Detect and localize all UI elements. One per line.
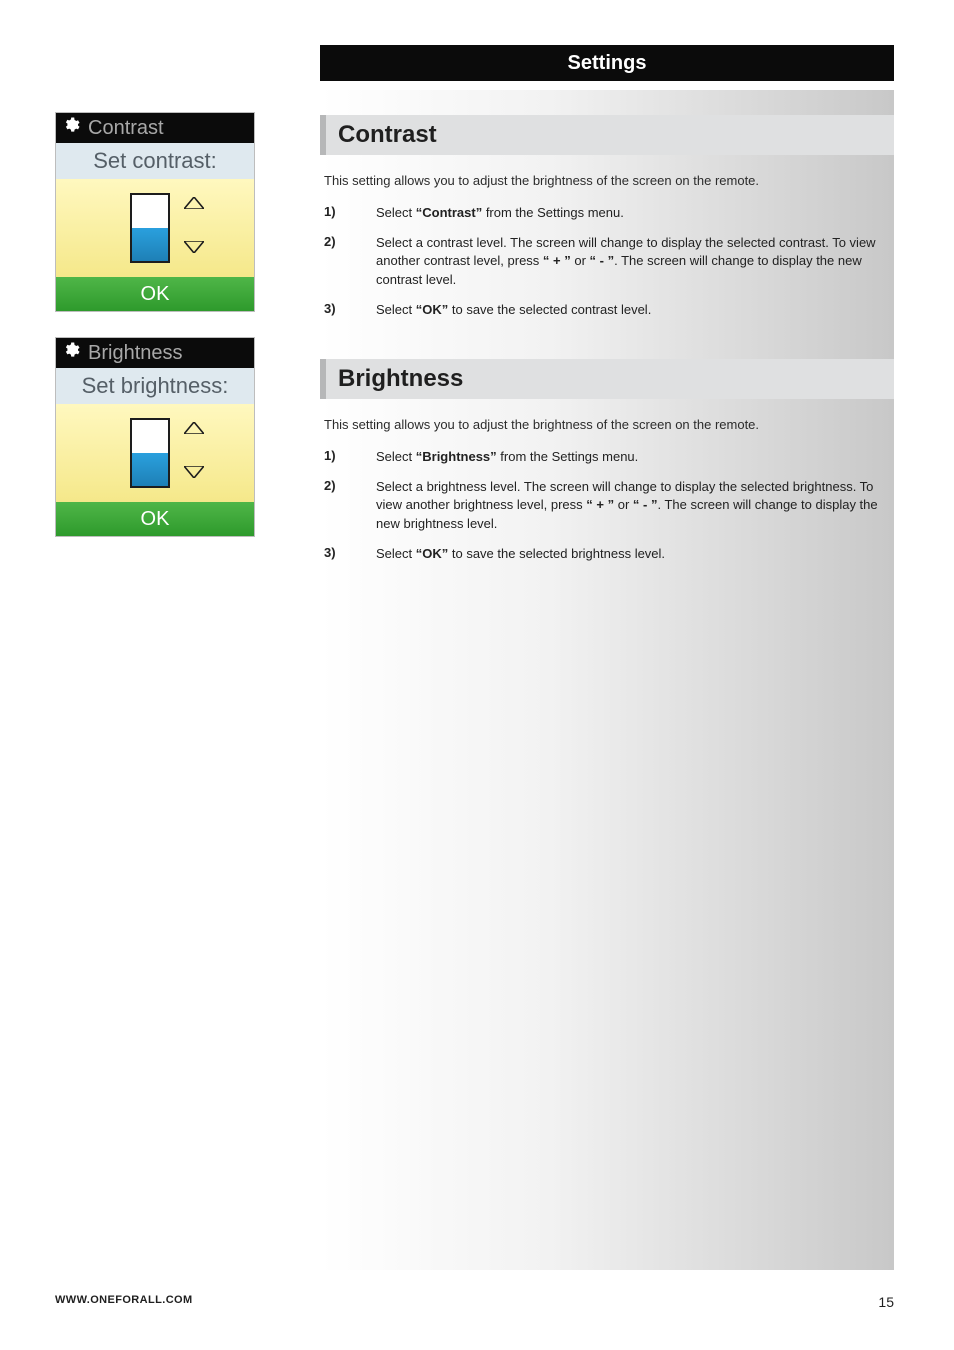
menu-screenshot-brightness: Brightness Set brightness: OK	[55, 337, 255, 537]
step-number: 1)	[324, 448, 346, 463]
menu-body	[56, 179, 254, 277]
page-header-title: Settings	[568, 52, 647, 75]
step-item: 3) Select “OK” to save the selected brigh…	[324, 545, 894, 563]
step-text: Select “Brightness” from the Settings me…	[376, 448, 894, 466]
menu-subtitle: Set contrast:	[56, 143, 254, 179]
step-number: 3)	[324, 301, 346, 316]
menu-title-text: Contrast	[88, 117, 164, 140]
menu-title-bar: Contrast	[56, 113, 254, 143]
menu-screenshot-contrast: Contrast Set contrast: OK	[55, 112, 255, 312]
step-text: Select a contrast level. The screen will…	[376, 234, 894, 289]
step-text: Select “OK” to save the selected contras…	[376, 301, 894, 319]
page-footer: WWW.ONEFORALL.COM 15	[55, 1294, 894, 1310]
section-intro: This setting allows you to adjust the br…	[324, 417, 894, 432]
menu-title-text: Brightness	[88, 342, 183, 365]
step-text: Select a brightness level. The screen wi…	[376, 478, 894, 533]
step-number: 3)	[324, 545, 346, 560]
step-item: 3) Select “OK” to save the selected contr…	[324, 301, 894, 319]
section-intro: This setting allows you to adjust the br…	[324, 173, 894, 188]
step-number: 2)	[324, 234, 346, 249]
level-fill	[132, 453, 168, 486]
step-item: 2) Select a brightness level. The screen …	[324, 478, 894, 533]
gear-icon	[62, 116, 80, 140]
footer-page-number: 15	[878, 1294, 894, 1310]
level-fill	[132, 228, 168, 261]
sidebar: Contrast Set contrast: OK Brightness Set…	[55, 112, 255, 562]
step-text: Select “Contrast” from the Settings menu…	[376, 204, 894, 222]
section-heading-contrast: Contrast	[320, 115, 894, 155]
main-content: Contrast This setting allows you to adju…	[320, 115, 894, 603]
ok-button: OK	[56, 277, 254, 311]
gear-icon	[62, 341, 80, 365]
section-heading-brightness: Brightness	[320, 359, 894, 399]
triangle-down-icon	[184, 466, 204, 480]
page-header: Settings	[320, 45, 894, 81]
triangle-up-icon	[184, 422, 204, 436]
step-item: 1) Select “Contrast” from the Settings me…	[324, 204, 894, 222]
menu-body	[56, 404, 254, 502]
level-indicator	[130, 193, 170, 263]
step-number: 2)	[324, 478, 346, 493]
footer-url: WWW.ONEFORALL.COM	[55, 1294, 193, 1310]
step-number: 1)	[324, 204, 346, 219]
step-item: 2) Select a contrast level. The screen wi…	[324, 234, 894, 289]
triangle-up-icon	[184, 197, 204, 211]
ok-button: OK	[56, 502, 254, 536]
steps-list: 1) Select “Brightness” from the Settings …	[324, 448, 894, 563]
menu-subtitle: Set brightness:	[56, 368, 254, 404]
menu-title-bar: Brightness	[56, 338, 254, 368]
triangle-down-icon	[184, 241, 204, 255]
step-item: 1) Select “Brightness” from the Settings …	[324, 448, 894, 466]
steps-list: 1) Select “Contrast” from the Settings me…	[324, 204, 894, 319]
step-text: Select “OK” to save the selected brightn…	[376, 545, 894, 563]
level-indicator	[130, 418, 170, 488]
